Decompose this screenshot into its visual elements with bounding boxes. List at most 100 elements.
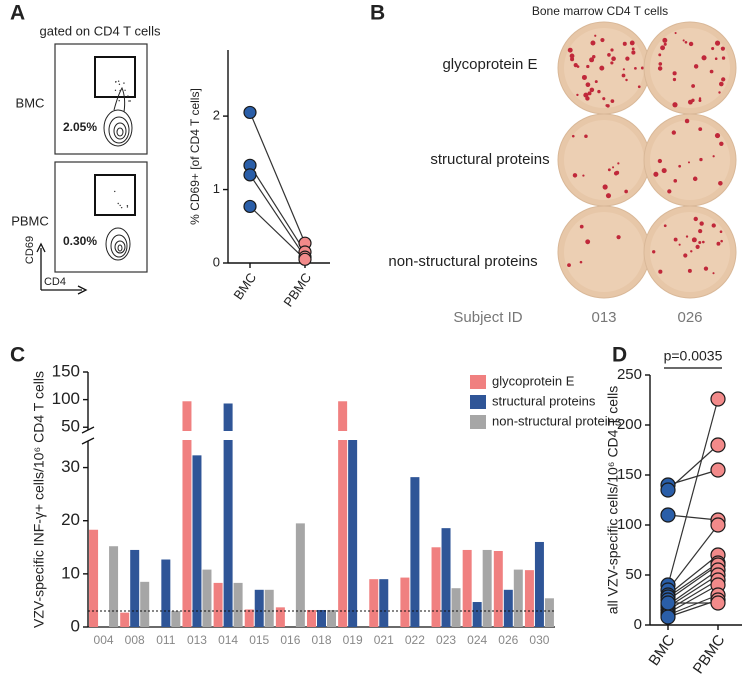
bar [410, 477, 420, 627]
spot [718, 181, 723, 186]
spot [678, 164, 682, 168]
spot [582, 174, 585, 177]
pair-line [667, 444, 719, 491]
point [243, 105, 257, 120]
well-inner [564, 212, 644, 292]
x-tick-label: 030 [529, 633, 549, 647]
flow-title: gated on CD4 T cells [40, 23, 161, 38]
legend-swatch [470, 415, 486, 429]
spot [714, 40, 721, 46]
well-inner [564, 120, 644, 200]
spot [701, 240, 705, 244]
spot [569, 53, 575, 59]
point [710, 462, 726, 478]
x-tick-label: 015 [249, 633, 269, 647]
spot [625, 56, 630, 61]
spot [699, 157, 703, 162]
spot [634, 66, 637, 70]
legend-label: glycoprotein E [492, 373, 575, 388]
spot [616, 235, 621, 240]
bar [524, 570, 534, 627]
spot [709, 69, 714, 74]
row-label: BMC [16, 95, 45, 110]
break-mark [81, 437, 95, 445]
spot [631, 50, 636, 55]
spot [720, 46, 725, 51]
bar [513, 569, 523, 627]
flow-y-axis: CD69 [24, 236, 36, 264]
x-tick-label: 004 [94, 633, 114, 647]
bar [202, 569, 212, 627]
spot [683, 253, 688, 258]
subject-id: 026 [677, 309, 702, 326]
spot [586, 64, 590, 69]
bar [244, 609, 254, 627]
spot [663, 224, 667, 228]
spot [615, 170, 620, 175]
pair-line [667, 574, 719, 608]
spot [698, 228, 703, 234]
spot [589, 87, 595, 93]
spot [698, 241, 702, 245]
spot [720, 239, 723, 243]
x-tick-label: 016 [280, 633, 300, 647]
y-tick-label: 50 [61, 417, 80, 436]
flow-plot [54, 43, 148, 155]
event-dot [118, 83, 121, 86]
bar [544, 598, 554, 627]
bar [431, 547, 441, 627]
pair-line [667, 562, 719, 598]
spot [594, 80, 598, 84]
spot [640, 66, 644, 70]
bar [482, 549, 492, 627]
event-dot [117, 202, 119, 205]
bar [307, 609, 316, 627]
panel-label: A [10, 2, 25, 25]
well-inner [650, 120, 730, 200]
pair-line [249, 164, 306, 253]
spot [719, 230, 723, 234]
row-label: structural proteins [430, 151, 549, 168]
spot [622, 68, 626, 71]
spot [721, 56, 726, 60]
spot [719, 141, 724, 147]
spot [581, 74, 587, 80]
spot [673, 237, 678, 242]
spot [597, 89, 601, 94]
spot [600, 37, 605, 43]
bar [275, 607, 285, 627]
pair-line [249, 174, 306, 258]
spot [673, 179, 678, 183]
spot [590, 40, 596, 46]
x-tick-label: 011 [156, 633, 175, 647]
x-tick-label: PBMC [690, 632, 729, 675]
spot [607, 53, 611, 57]
bar [369, 579, 379, 627]
bar [348, 435, 358, 627]
spot [624, 189, 628, 194]
spot [674, 31, 677, 35]
pair-line [249, 206, 306, 260]
spot [602, 97, 606, 101]
spot [698, 97, 702, 100]
event-dot [123, 82, 125, 84]
spot [718, 81, 724, 87]
bar [130, 549, 140, 627]
x-tick-label: 022 [405, 633, 425, 647]
pair-line [667, 524, 719, 591]
y-tick-label: 0 [71, 616, 80, 635]
spot [698, 127, 703, 132]
spot [589, 57, 595, 63]
spot [576, 93, 579, 97]
pair-line [667, 554, 719, 596]
pair-line [667, 398, 719, 586]
spot [622, 41, 627, 46]
bar [534, 541, 544, 627]
pair-line [667, 594, 719, 616]
x-tick-label: BMC [645, 632, 678, 669]
spot [687, 268, 692, 273]
y-tick-label: 200 [617, 416, 642, 433]
x-tick-label: 018 [311, 633, 331, 647]
spot [667, 189, 672, 194]
well-inner [650, 28, 730, 108]
